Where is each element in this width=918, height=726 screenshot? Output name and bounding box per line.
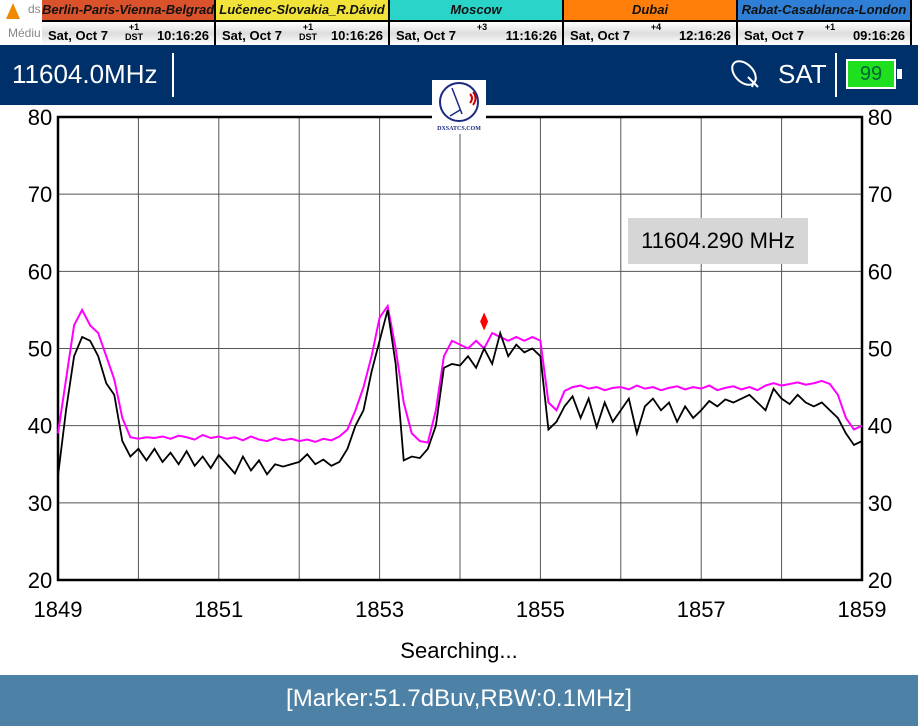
y-tick-label-left: 60 <box>28 259 52 284</box>
utc-offset: +1 <box>824 22 836 32</box>
marker-frequency-box: 11604.290 MHz <box>628 218 808 264</box>
battery-indicator: 99 <box>846 59 902 89</box>
dst-label: DST <box>299 32 317 42</box>
y-tick-label-right: 60 <box>868 259 892 284</box>
divider <box>835 53 837 97</box>
utc-offset: +1 <box>128 22 140 32</box>
spectrum-chart: 80 80 70 70 60 60 50 50 40 40 30 30 20 20 1849 1851 1853… <box>28 105 892 622</box>
clock-offset: +1 DST <box>298 22 318 42</box>
y-tick-label-right: 80 <box>868 105 892 130</box>
clock-city: Rabat-Casablanca-London <box>738 0 910 20</box>
clock-offset: +3 <box>472 22 492 32</box>
trace-max-hold <box>57 303 863 444</box>
clock-city: Berlin-Paris-Vienna-Belgrade <box>42 0 214 20</box>
divider <box>172 53 174 97</box>
clock-time-row: Sat, Oct 7 +4 12:16:26 <box>564 20 736 45</box>
clock-2: Moscow Sat, Oct 7 +3 11:16:26 <box>390 0 564 45</box>
y-tick-label-left: 30 <box>28 491 52 516</box>
trace-live <box>57 309 863 476</box>
world-clock-bar: Berlin-Paris-Vienna-Belgrade Sat, Oct 7 … <box>42 0 912 45</box>
mode-label: SAT <box>778 59 827 89</box>
clock-city: Dubai <box>564 0 736 20</box>
clock-4: Rabat-Casablanca-London Sat, Oct 7 +1 09… <box>738 0 912 45</box>
logo-text: DXSATCS.COM <box>437 126 481 132</box>
y-tick-label-right: 50 <box>868 337 892 362</box>
clock-0: Berlin-Paris-Vienna-Belgrade Sat, Oct 7 … <box>42 0 216 45</box>
x-tick-label: 1851 <box>194 597 243 622</box>
clock-city: Lučenec-Slovakia_R.Dávid <box>216 0 388 20</box>
clock-date: Sat, Oct 7 <box>570 28 630 43</box>
utc-offset: +4 <box>650 22 662 32</box>
clock-city: Moscow <box>390 0 562 20</box>
clock-time: 12:16:26 <box>678 28 731 43</box>
x-tick-label: 1849 <box>34 597 83 622</box>
clock-time-row: Sat, Oct 7 +1 09:16:26 <box>738 20 910 45</box>
clock-date: Sat, Oct 7 <box>222 28 282 43</box>
clock-time: 09:16:26 <box>852 28 905 43</box>
x-tick-label: 1857 <box>677 597 726 622</box>
clock-time-row: Sat, Oct 7 +1 DST 10:16:26 <box>216 20 388 45</box>
watermark-logo: DXSATCS.COM <box>432 80 486 134</box>
x-tick-label: 1855 <box>516 597 565 622</box>
y-tick-label-right: 40 <box>868 414 892 439</box>
status-text: Searching... <box>400 638 518 663</box>
satellite-dish-icon <box>731 60 759 88</box>
y-tick-label-left: 50 <box>28 337 52 362</box>
clock-time-row: Sat, Oct 7 +3 11:16:26 <box>390 20 562 45</box>
y-tick-label-right: 30 <box>868 491 892 516</box>
clock-offset: +4 <box>646 22 666 32</box>
window-subtitle-fragment: Médiu <box>8 26 41 40</box>
vlc-cone-icon <box>6 3 20 19</box>
clock-3: Dubai Sat, Oct 7 +4 12:16:26 <box>564 0 738 45</box>
taskbar-fragment: ds Médiu <box>0 0 42 45</box>
clock-date: Sat, Oct 7 <box>744 28 804 43</box>
dst-label: DST <box>125 32 143 42</box>
window-title-fragment: ds <box>28 2 41 16</box>
clock-1: Lučenec-Slovakia_R.Dávid Sat, Oct 7 +1 DS… <box>216 0 390 45</box>
clock-time-row: Sat, Oct 7 +1 DST 10:16:26 <box>42 20 214 45</box>
frequency-readout[interactable]: 11604.0MHz <box>12 59 158 89</box>
clock-offset: +1 DST <box>124 22 144 42</box>
y-tick-label-right: 70 <box>868 182 892 207</box>
utc-offset: +1 <box>302 22 314 32</box>
y-tick-label-left: 80 <box>28 105 52 130</box>
x-tick-label: 1853 <box>355 597 404 622</box>
y-tick-label-left: 20 <box>28 568 52 593</box>
y-tick-label-right: 20 <box>868 568 892 593</box>
dish-logo-icon <box>439 82 479 122</box>
clock-time: 10:16:26 <box>330 28 383 43</box>
clock-date: Sat, Oct 7 <box>48 28 108 43</box>
marker-info-bar: [Marker:51.7dBuv,RBW:0.1MHz] <box>0 675 918 726</box>
y-tick-label-left: 70 <box>28 182 52 207</box>
clock-offset: +1 <box>820 22 840 32</box>
clock-time: 11:16:26 <box>505 28 557 43</box>
y-tick-label-left: 40 <box>28 414 52 439</box>
utc-offset: +3 <box>476 22 488 32</box>
marker-diamond <box>480 312 489 331</box>
clock-date: Sat, Oct 7 <box>396 28 456 43</box>
clock-time: 10:16:26 <box>156 28 209 43</box>
x-tick-label: 1859 <box>838 597 887 622</box>
